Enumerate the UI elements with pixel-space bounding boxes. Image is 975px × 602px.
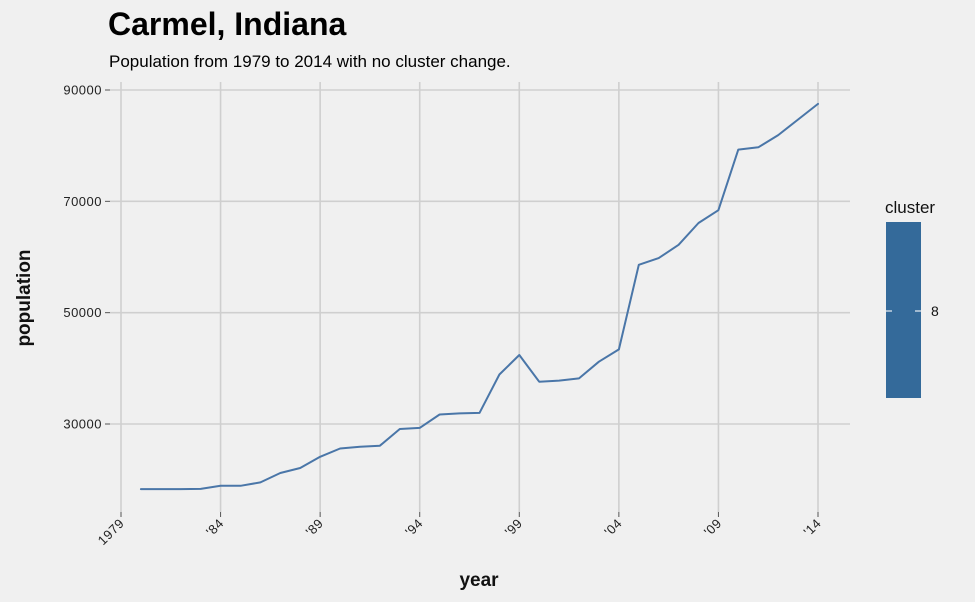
x-tick-label: '04 [601,516,625,540]
y-tick-label: 30000 [63,417,102,432]
x-tick-label: '89 [303,516,327,540]
x-tick-label: 1979 [95,516,127,548]
axis-ticks: 30000 50000 70000 90000 1979 '84 '89 '94 '99 '04 '… [63,83,824,548]
x-tick-label: '84 [203,516,227,540]
chart-title: Carmel, Indiana [108,6,347,42]
y-axis-title: population [14,249,35,346]
chart-subtitle: Population from 1979 to 2014 with no clu… [109,52,511,71]
legend: cluster 8 [885,198,939,398]
y-tick-label: 90000 [63,83,102,98]
y-tick-label: 70000 [63,194,102,209]
y-tick-label: 50000 [63,305,102,320]
series-layer [139,102,819,491]
grid-lines [110,82,850,512]
legend-label: 8 [931,303,939,319]
x-axis-title: year [459,570,499,591]
x-tick-label: '94 [402,516,426,540]
series-line [139,102,819,491]
x-tick-label: '99 [502,516,526,540]
legend-color-bar [886,222,921,398]
legend-title: cluster [885,198,935,217]
x-tick-label: '14 [800,516,824,540]
x-tick-label: '09 [701,516,725,540]
